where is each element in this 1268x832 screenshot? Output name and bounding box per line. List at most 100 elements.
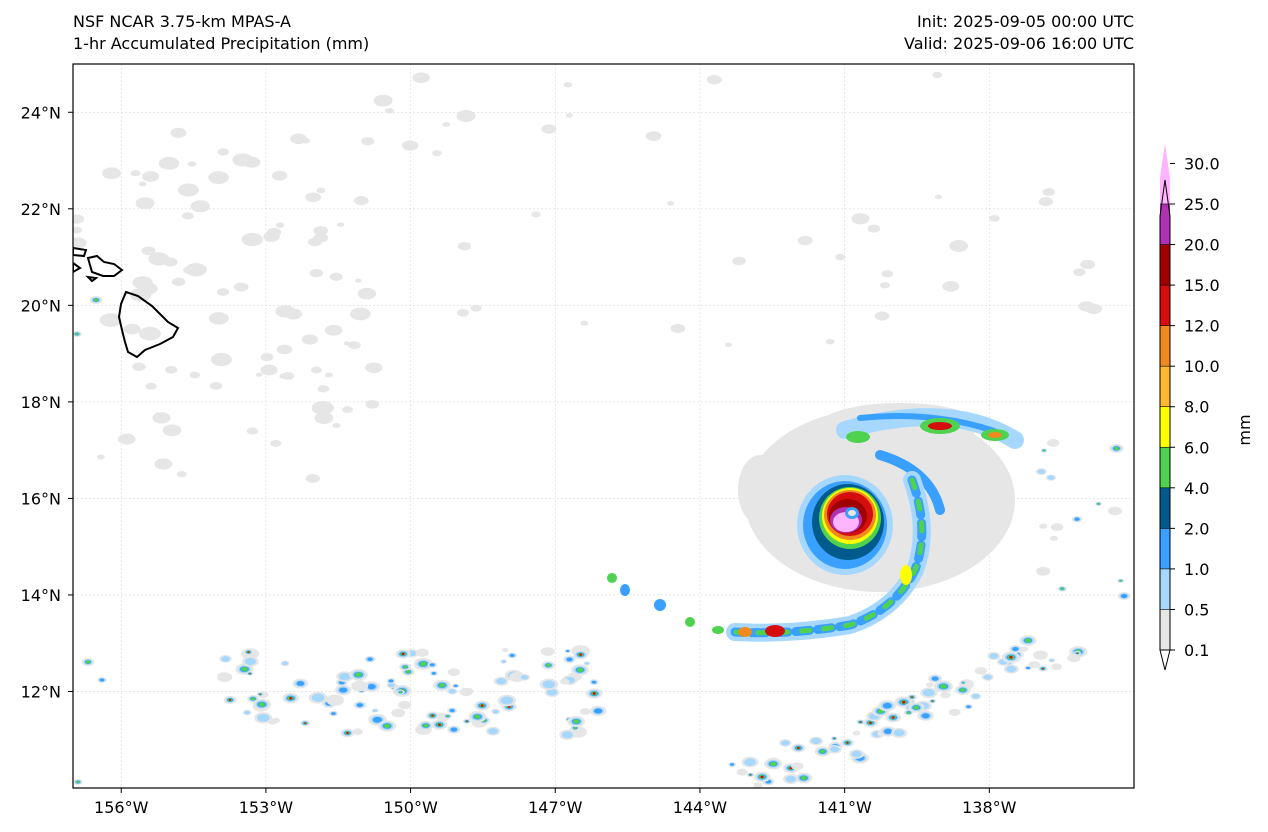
- precip-cell: [96, 454, 105, 460]
- precip-cell: [246, 427, 259, 435]
- precip-cell: [833, 737, 835, 739]
- precip-cell: [305, 473, 320, 483]
- precip-cell: [442, 122, 451, 127]
- precip-cell: [902, 700, 906, 704]
- precip-cell: [670, 323, 686, 334]
- colorbar-segment: [1160, 528, 1170, 569]
- axis-ticks: 156°W 153°W 150°W 147°W 144°W 141°W 138°W 24°N 2…: [21, 103, 1017, 817]
- precip-cell: [73, 237, 87, 249]
- precip-cell: [351, 680, 369, 692]
- precip-cell: [542, 680, 556, 689]
- precip-cell: [316, 187, 326, 194]
- precip-cell: [501, 648, 509, 653]
- precip-cell: [1025, 638, 1031, 643]
- lat-tick-label: 12°N: [21, 682, 61, 701]
- precip-cell: [73, 214, 85, 224]
- precip-cell: [372, 716, 383, 723]
- precip-cell: [123, 323, 141, 335]
- lon-tick-label: 138°W: [962, 798, 1017, 817]
- precip-cell: [163, 257, 178, 267]
- precip-cell: [561, 731, 573, 739]
- precip-cell: [432, 150, 442, 157]
- precip-cell: [883, 728, 893, 734]
- precip-cell: [154, 458, 173, 470]
- precip-cell: [1039, 523, 1048, 529]
- precip-cell: [1036, 566, 1051, 576]
- precip-cell: [356, 703, 364, 708]
- colorbar-segment: [1160, 325, 1170, 367]
- lat-tick-label: 14°N: [21, 586, 61, 605]
- precip-cell: [501, 659, 507, 664]
- precip-cell: [102, 167, 121, 180]
- precip-cell: [891, 716, 895, 719]
- lat-tick-label: 24°N: [21, 103, 61, 122]
- precip-cell: [85, 660, 91, 664]
- precip-cell: [244, 657, 257, 666]
- precip-cell: [573, 719, 580, 724]
- field-title: 1-hr Accumulated Precipitation (mm): [73, 34, 370, 53]
- precip-cell: [412, 72, 430, 84]
- map-frame: [72, 63, 1135, 789]
- precip-cell: [279, 373, 289, 380]
- precip-cell: [1019, 646, 1029, 652]
- precip-cell: [565, 113, 574, 118]
- precip-cell: [141, 246, 156, 256]
- precip-cell: [99, 313, 122, 327]
- precip-cell: [332, 422, 341, 428]
- precip-cell: [93, 298, 99, 302]
- precip-cell: [129, 288, 152, 302]
- title-block: NSF NCAR 3.75-km MPAS-A 1-hr Accumulated…: [73, 11, 369, 55]
- precip-cell: [373, 94, 393, 107]
- precip-cell: [276, 344, 293, 355]
- precip-cell: [271, 717, 280, 724]
- precip-cell: [819, 749, 826, 754]
- colorbar-segment: [1160, 285, 1170, 326]
- precip-cell: [391, 708, 406, 718]
- lat-tick-label: 22°N: [21, 200, 61, 219]
- precip-cell: [270, 439, 282, 447]
- precip-cell: [420, 661, 427, 667]
- precip-cell: [781, 740, 790, 746]
- precip-cell: [546, 688, 558, 696]
- colorbar-unit-label: mm: [1235, 414, 1254, 445]
- precip-cell: [401, 140, 419, 151]
- precip-cell: [241, 232, 263, 247]
- precip-cell: [182, 212, 194, 220]
- precip-cell: [1049, 658, 1055, 662]
- precip-cell: [573, 726, 577, 730]
- precip-cell: [1038, 197, 1054, 207]
- precip-cell: [1042, 449, 1046, 452]
- precip-cell: [73, 226, 83, 234]
- precip-cell: [747, 788, 756, 794]
- precip-cell: [541, 124, 557, 134]
- precip-cell: [922, 688, 935, 697]
- precip-cell: [492, 709, 499, 714]
- colorbar-outline: [1159, 179, 1171, 650]
- precip-cell: [577, 667, 584, 673]
- colorbar-tick-label: 4.0: [1184, 479, 1209, 498]
- precip-cell: [580, 320, 588, 326]
- precip-cell: [354, 278, 362, 283]
- precip-cell: [99, 678, 105, 682]
- precip-cell: [357, 287, 377, 300]
- precip-cell: [974, 666, 987, 675]
- precip-cell: [367, 657, 373, 662]
- precip-cell: [948, 708, 961, 716]
- precip-cell: [1026, 666, 1031, 670]
- precip-cell: [457, 241, 472, 251]
- hurricane-system: [607, 403, 1024, 642]
- precip-cell: [176, 471, 187, 478]
- colorbar-tick-label: 0.1: [1184, 641, 1209, 660]
- precip-cell: [450, 727, 458, 732]
- precip-cell: [470, 304, 482, 312]
- precip-cell: [313, 225, 329, 236]
- lon-tick-label: 141°W: [817, 798, 872, 817]
- precip-cell: [925, 682, 934, 688]
- colorbar-tick-label: 0.5: [1184, 600, 1209, 619]
- precip-cell: [152, 412, 171, 424]
- precip-cell: [753, 782, 763, 788]
- precip-cell: [352, 728, 363, 735]
- colorbar-tick-label: 8.0: [1184, 398, 1209, 417]
- precip-cell: [384, 723, 391, 729]
